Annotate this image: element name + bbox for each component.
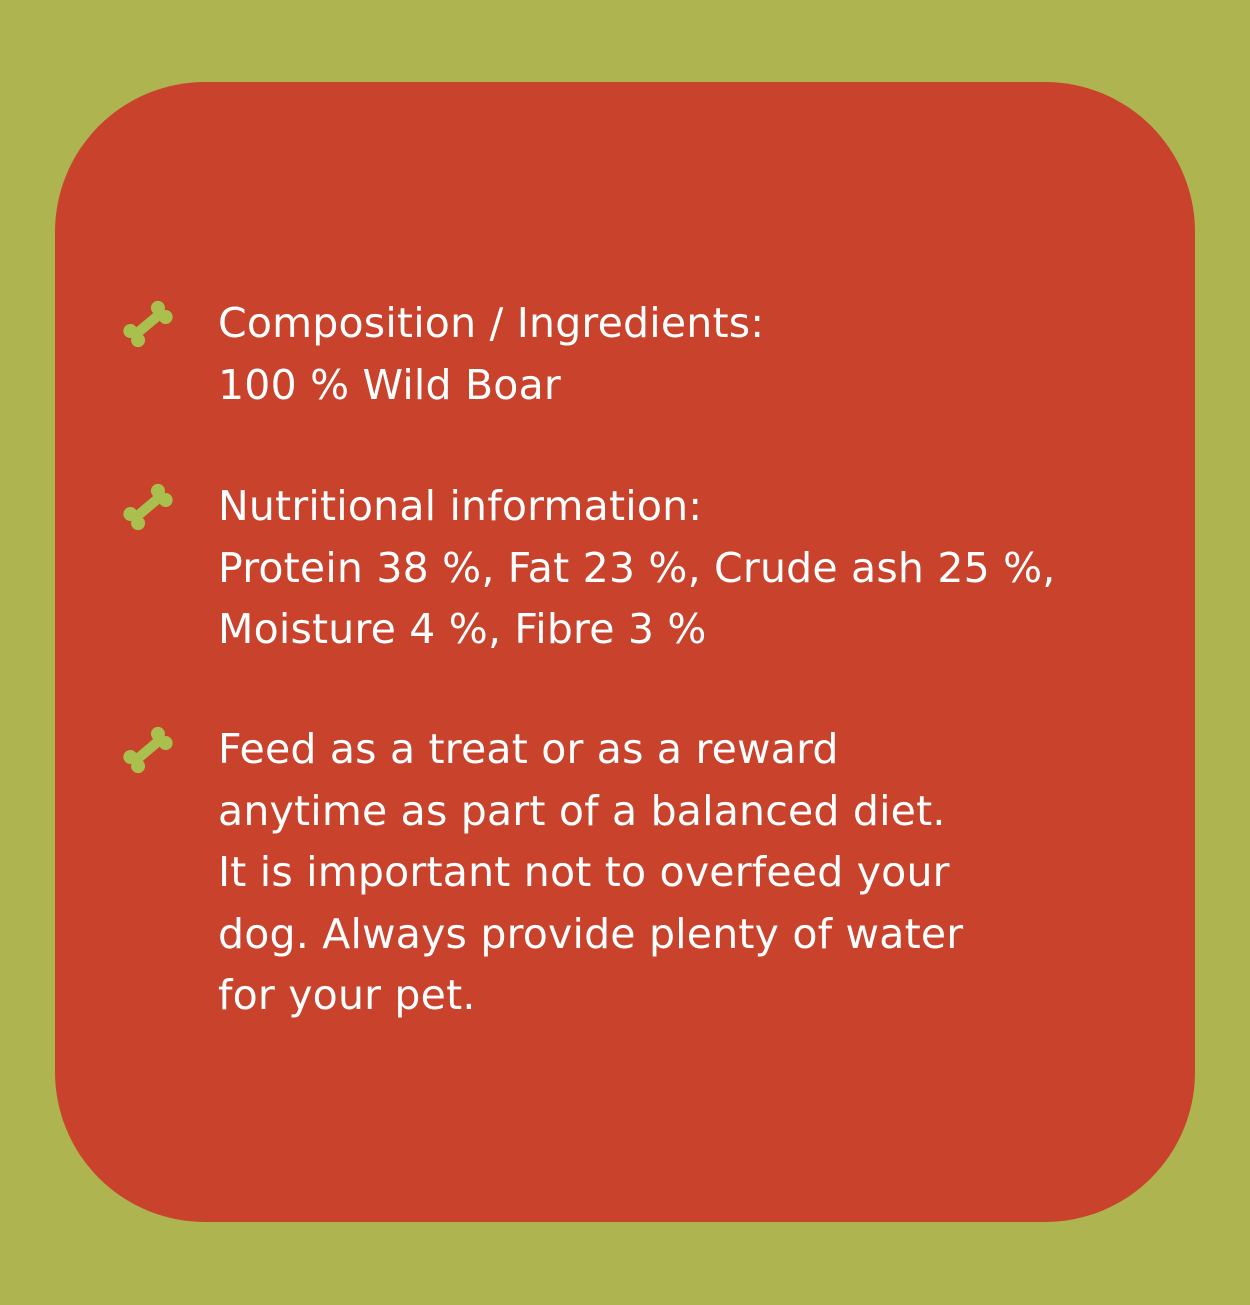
bone-icon xyxy=(123,726,173,774)
composition-item: Composition / Ingredients: 100 % Wild Bo… xyxy=(123,293,1158,416)
nutrition-line: Moisture 4 %, Fibre 3 % xyxy=(218,605,707,653)
composition-value: 100 % Wild Boar xyxy=(218,360,561,409)
feeding-line: dog. Always provide plenty of water xyxy=(218,909,964,958)
feeding-line: It is important not to overfeed your xyxy=(218,848,950,896)
nutrition-title: Nutritional information: xyxy=(218,482,703,530)
bone-icon xyxy=(123,300,173,348)
bone-icon xyxy=(123,483,173,531)
feeding-line: Feed as a treat or as a reward xyxy=(218,725,839,773)
feeding-line: anytime as part of a balanced diet. xyxy=(218,786,946,835)
feeding-item: Feed as a treat or as a reward anytime a… xyxy=(123,719,1158,1027)
composition-title: Composition / Ingredients: xyxy=(218,299,765,347)
nutrition-line: Protein 38 %, Fat 23 %, Crude ash 25 %, xyxy=(218,543,1056,592)
info-card: Composition / Ingredients: 100 % Wild Bo… xyxy=(55,82,1195,1222)
nutrition-item: Nutritional information: Protein 38 %, F… xyxy=(123,476,1158,661)
feeding-line: for your pet. xyxy=(218,971,476,1019)
